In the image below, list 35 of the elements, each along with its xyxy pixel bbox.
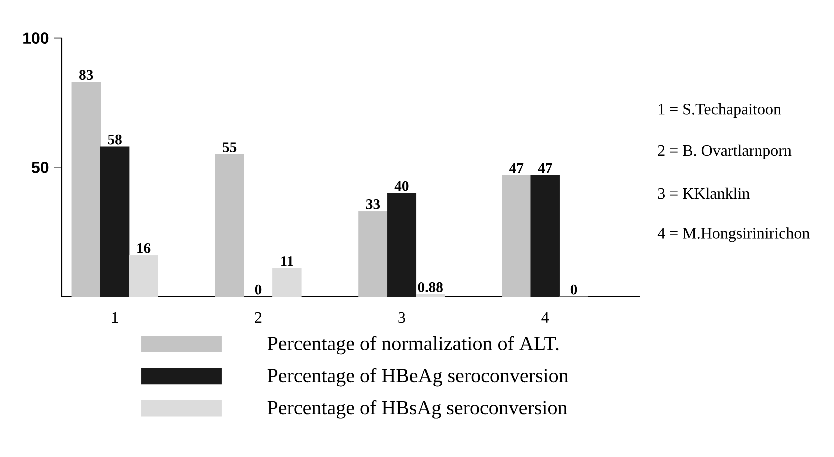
bar (272, 268, 302, 298)
data-label: 83 (80, 70, 94, 80)
bar (530, 175, 560, 298)
bar (416, 294, 446, 298)
data-label: 0.88 (418, 282, 443, 292)
x-tick-label: 2 (255, 312, 262, 323)
legend-label: Percentage of normalization of ALT. (268, 336, 559, 355)
bar (387, 193, 417, 298)
bar (100, 146, 130, 298)
x-tick-label: 4 (542, 312, 550, 323)
x-tick-label: 1 (112, 312, 118, 323)
data-label: 40 (394, 181, 409, 192)
bar (502, 175, 532, 298)
text: 2 = B. Ovartlarnporn (658, 144, 792, 160)
text: 4 = M.Hongsirinirichon (658, 228, 810, 242)
data-label: 0 (570, 284, 578, 295)
text: 1 = S.Techapaitoon (659, 104, 782, 118)
data-label: 55 (223, 142, 237, 152)
data-label: 33 (366, 200, 380, 210)
data-label: 16 (138, 244, 151, 254)
x-tick-label: 3 (398, 312, 406, 324)
legend-label: Percentage of HBsAg seroconversion (268, 400, 568, 419)
bar (72, 82, 101, 298)
data-label: 0 (255, 284, 262, 295)
y-tick-label: 50 (32, 162, 49, 174)
text: 3 = KKlanklin (658, 188, 750, 200)
data-label: 58 (108, 134, 122, 145)
data-label: 47 (510, 164, 524, 174)
bar (215, 154, 244, 298)
legend-label: Percentage of HBeAg seroconversion (268, 368, 569, 387)
y-tick-label: 100 (24, 32, 49, 44)
data-label: 47 (538, 164, 552, 174)
data-label: 11 (281, 256, 294, 266)
bar (129, 255, 158, 298)
bar (358, 211, 388, 298)
